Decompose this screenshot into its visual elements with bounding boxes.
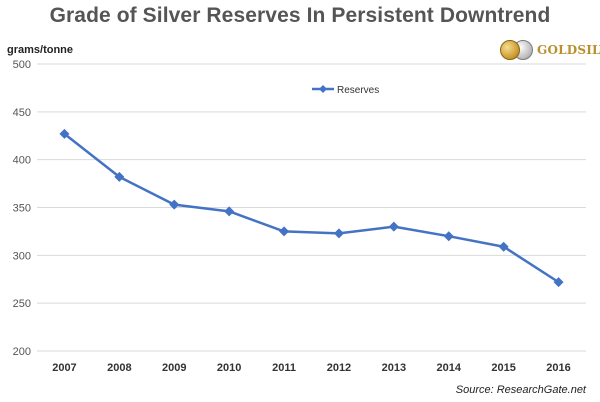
data-point-2009 xyxy=(169,199,180,210)
data-point-2011 xyxy=(279,226,290,237)
data-point-2015 xyxy=(498,241,509,252)
gold-coin-icon xyxy=(500,40,520,60)
data-point-2010 xyxy=(224,206,235,217)
x-tick-label-2009: 2009 xyxy=(162,362,186,374)
data-point-2007 xyxy=(59,128,70,139)
x-tick-label-2016: 2016 xyxy=(546,362,570,374)
y-tick-label-300: 300 xyxy=(13,250,31,262)
data-point-2014 xyxy=(443,231,454,242)
y-tick-label-400: 400 xyxy=(13,155,31,167)
data-point-2008 xyxy=(114,171,125,182)
x-tick-label-2015: 2015 xyxy=(491,362,515,374)
data-point-2012 xyxy=(333,228,344,239)
y-tick-label-500: 500 xyxy=(13,59,31,71)
y-tick-label-250: 250 xyxy=(13,298,31,310)
x-tick-label-2013: 2013 xyxy=(382,362,406,374)
x-tick-label-2010: 2010 xyxy=(217,362,241,374)
goldsilver-logo: GOLDSILVER xyxy=(500,36,600,64)
x-tick-label-2014: 2014 xyxy=(437,362,462,374)
logo-text: GOLDSILVER xyxy=(537,43,600,57)
source-note: Source: ResearchGate.net xyxy=(455,384,586,396)
legend-label: Reserves xyxy=(337,85,379,96)
x-tick-label-2011: 2011 xyxy=(272,362,296,374)
x-tick-label-2008: 2008 xyxy=(107,362,131,374)
data-point-2016 xyxy=(553,277,564,288)
y-axis-label: grams/tonne xyxy=(7,44,74,56)
series-line-reserves xyxy=(63,132,560,284)
y-tick-label-450: 450 xyxy=(13,107,31,119)
y-tick-label-350: 350 xyxy=(13,203,31,215)
x-tick-label-2012: 2012 xyxy=(327,362,351,374)
y-tick-label-200: 200 xyxy=(13,346,31,358)
x-tick-label-2007: 2007 xyxy=(52,362,76,374)
legend-marker xyxy=(319,85,327,93)
data-point-2013 xyxy=(388,221,399,232)
chart-title: Grade of Silver Reserves In Persistent D… xyxy=(49,4,551,27)
